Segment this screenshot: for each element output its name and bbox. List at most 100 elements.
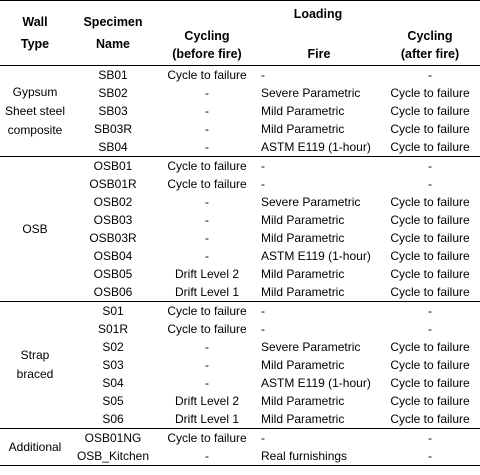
cycling-before-header-line1: Cycling	[184, 29, 230, 43]
cycling-before-cell: -	[205, 340, 209, 354]
specimen-name-cell: OSB03	[93, 213, 133, 227]
cycling-after-cell: Cycle to failure	[390, 358, 470, 372]
specimen-name-header: Specimen Name	[83, 15, 143, 51]
fire-cell: Mild Parametric	[261, 412, 345, 426]
specimen-name-cell: S04	[102, 376, 124, 390]
cycling-after-cell: -	[428, 304, 432, 318]
cycling-after-header-line2: (after fire)	[400, 47, 460, 61]
fire-header: Fire	[307, 47, 331, 61]
table-row: OSB03 - Mild Parametric Cycle to failure	[0, 211, 480, 229]
cycling-before-cell: -	[205, 231, 209, 245]
cycling-after-cell: Cycle to failure	[390, 231, 470, 245]
cycling-before-cell: -	[205, 376, 209, 390]
cycling-after-cell: Cycle to failure	[390, 394, 470, 408]
specimen-name-cell: SB02	[98, 86, 128, 100]
cycling-after-cell: Cycle to failure	[390, 249, 470, 263]
cycling-before-cell: Cycle to failure	[167, 68, 247, 82]
wall-type-group: OSB OSB01 Cycle to failure - - OSB01R Cycle to…	[0, 157, 480, 302]
cycling-before-cell: Drift Level 1	[174, 412, 240, 426]
table-row: SB04 - ASTM E119 (1-hour) Cycle to failure	[0, 138, 480, 157]
table-row: OSB_Kitchen - Real furnishings -	[0, 447, 480, 466]
fire-cell: -	[261, 431, 265, 445]
cycling-after-cell: Cycle to failure	[390, 285, 470, 299]
fire-cell: Real furnishings	[261, 449, 348, 463]
specimen-name-cell: OSB_Kitchen	[76, 449, 150, 463]
cycling-before-cell: -	[205, 86, 209, 100]
table-row: OSB02 - Severe Parametric Cycle to failure	[0, 193, 480, 211]
cycling-after-cell: Cycle to failure	[390, 267, 470, 281]
fire-cell: Mild Parametric	[261, 285, 345, 299]
cycling-before-cell: -	[205, 249, 209, 263]
cycling-after-cell: Cycle to failure	[390, 412, 470, 426]
fire-cell: Mild Parametric	[261, 267, 345, 281]
cycling-before-cell: Cycle to failure	[167, 322, 247, 336]
table-row: S03 - Mild Parametric Cycle to failure	[0, 356, 480, 374]
table-row: OSB06 Drift Level 1 Mild Parametric Cycle t…	[0, 283, 480, 302]
table-row: SB03R - Mild Parametric Cycle to failure	[0, 120, 480, 138]
specimen-name-cell: SB04	[98, 140, 128, 154]
cycling-after-cell: Cycle to failure	[390, 140, 470, 154]
fire-header-spacer	[258, 25, 380, 47]
cycling-after-cell: Cycle to failure	[390, 376, 470, 390]
table-row: Additional OSB01NG Cycle to failure - -	[0, 429, 480, 454]
loading-header: Loading	[293, 7, 343, 21]
cycling-before-header-line2: (before fire)	[172, 47, 242, 61]
fire-cell: -	[261, 322, 265, 336]
fire-cell: -	[261, 177, 265, 191]
cycling-after-cell: -	[428, 431, 432, 445]
specimen-name-cell: OSB05	[93, 267, 133, 281]
specimen-name-cell: OSB02	[93, 195, 133, 209]
cycling-before-cell: Drift Level 2	[174, 394, 240, 408]
specimen-name-cell: OSB01R	[89, 177, 137, 191]
cycling-before-cell: Drift Level 2	[174, 267, 240, 281]
cycling-after-cell: -	[428, 449, 432, 463]
cycling-before-cell: -	[205, 358, 209, 372]
table-row: S02 - Severe Parametric Cycle to failure	[0, 338, 480, 356]
cycling-before-cell: Cycle to failure	[167, 304, 247, 318]
cycling-after-cell: Cycle to failure	[390, 104, 470, 118]
specimen-name-cell: SB01	[98, 68, 128, 82]
cycling-after-cell: Cycle to failure	[390, 195, 470, 209]
table-row: S01R Cycle to failure - -	[0, 320, 480, 338]
cycling-after-cell: -	[428, 322, 432, 336]
wall-type-header: Wall Type	[20, 15, 50, 51]
fire-cell: Severe Parametric	[261, 195, 361, 209]
wall-type-cell: Additional	[8, 439, 62, 454]
wall-type-group: Strap braced S01 Cycle to failure - - S01R Cycl…	[0, 302, 480, 429]
wall-type-cell: Gypsum Sheet steel composite	[4, 84, 66, 137]
table-header: Wall Type Specimen Name Loading Cycling Cy…	[0, 0, 480, 66]
cycling-before-cell: -	[205, 140, 209, 154]
specimen-name-cell: OSB04	[93, 249, 133, 263]
specimen-name-cell: OSB06	[93, 285, 133, 299]
cycling-after-cell: Cycle to failure	[390, 122, 470, 136]
cycling-before-cell: -	[205, 195, 209, 209]
specimen-name-cell: S05	[102, 394, 124, 408]
cycling-after-header-line1: Cycling	[407, 29, 453, 43]
wall-type-cell: OSB	[22, 221, 48, 236]
cycling-before-cell: -	[205, 213, 209, 227]
cycling-before-cell: -	[205, 122, 209, 136]
specimen-name-cell: S01R	[97, 322, 129, 336]
cycling-after-cell: Cycle to failure	[390, 213, 470, 227]
table-row: Gypsum Sheet steel composite SB01 Cycle to f…	[0, 66, 480, 137]
table-row: OSB05 Drift Level 2 Mild Parametric Cycle t…	[0, 265, 480, 283]
specimen-name-cell: S02	[102, 340, 124, 354]
cycling-before-cell: Cycle to failure	[167, 159, 247, 173]
cycling-after-cell: -	[428, 159, 432, 173]
cycling-after-cell: Cycle to failure	[390, 340, 470, 354]
fire-cell: -	[261, 68, 265, 82]
fire-cell: Severe Parametric	[261, 86, 361, 100]
specimen-name-cell: OSB01	[93, 159, 133, 173]
cycling-after-cell: Cycle to failure	[390, 86, 470, 100]
specimen-name-cell: S06	[102, 412, 124, 426]
fire-cell: Mild Parametric	[261, 122, 345, 136]
table-row: S04 - ASTM E119 (1-hour) Cycle to failure	[0, 374, 480, 392]
specimen-name-cell: OSB03R	[89, 231, 137, 245]
fire-cell: ASTM E119 (1-hour)	[261, 249, 371, 263]
table-row: S05 Drift Level 2 Mild Parametric Cycle to …	[0, 392, 480, 410]
fire-cell: ASTM E119 (1-hour)	[261, 376, 371, 390]
specimen-name-cell: S01	[102, 304, 124, 318]
table-row: OSB01R Cycle to failure - -	[0, 175, 480, 193]
